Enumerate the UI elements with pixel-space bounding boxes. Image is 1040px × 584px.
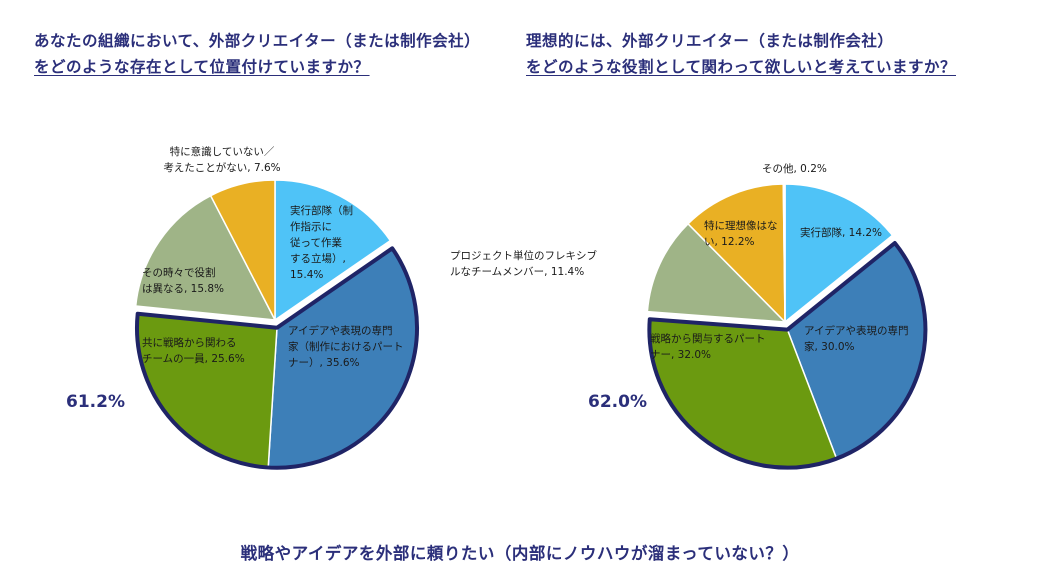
slice-label: アイデアや表現の専門家, 30.0% <box>804 324 908 353</box>
slice-label: その時々で役割は異なる, 15.8% <box>142 266 224 295</box>
pie-slice <box>782 183 786 323</box>
right-highlight-total: 62.0% <box>588 392 647 412</box>
slice-label: 実行部隊, 14.2% <box>800 226 882 239</box>
slice-label: 特に意識していない／考えたことがない, 7.6% <box>163 145 280 174</box>
right-pie-chart: 実行部隊, 14.2% アイデアや表現の専門家, 30.0% 戦略から関与するパート… <box>450 162 928 470</box>
left-question-line1: あなたの組織において、外部クリエイター（または制作会社） <box>34 32 481 50</box>
left-question-line2: をどのような存在として位置付けていますか？ <box>34 58 370 76</box>
pie-slice <box>134 194 277 321</box>
slice-label: プロジェクト単位のフレキシブルなチームメンバー, 11.4% <box>450 249 597 278</box>
left-question: あなたの組織において、外部クリエイター（または制作会社） をどのような存在として… <box>34 28 480 80</box>
left-pie-chart: 実行部隊（制作指示に従って作業する立場）, 15.4% アイデアや表現の専門家（制作… <box>134 145 419 470</box>
footer-caption: 戦略やアイデアを外部に頼りたい（内部にノウハウが溜まっていない？） <box>240 544 800 563</box>
highlight-outline <box>647 241 928 470</box>
pie-slice <box>274 179 392 322</box>
right-question-line1: 理想的には、外部クリエイター（または制作会社） <box>526 32 894 50</box>
slice-label: 実行部隊（制作指示に従って作業する立場）, 15.4% <box>290 204 353 281</box>
highlight-outline <box>135 246 419 470</box>
slice-label: 特に理想像はない, 12.2% <box>704 219 778 248</box>
pie-slice <box>209 179 276 321</box>
left-highlight-total: 61.2% <box>66 392 125 412</box>
pie-slice <box>784 183 894 324</box>
pie-slice <box>646 222 787 323</box>
slice-label: アイデアや表現の専門家（制作におけるパートナー）, 35.6% <box>288 324 404 369</box>
right-question-line2: をどのような役割として関わって欲しいと考えていますか？ <box>526 58 956 76</box>
pie-slice <box>686 183 786 324</box>
slice-label: 共に戦略から関わるチームの一員, 25.6% <box>142 336 245 365</box>
slice-label: 戦略から関与するパートナー, 32.0% <box>650 332 766 361</box>
slice-label: その他, 0.2% <box>762 162 827 175</box>
right-question: 理想的には、外部クリエイター（または制作会社） をどのような役割として関わって欲… <box>526 28 956 80</box>
